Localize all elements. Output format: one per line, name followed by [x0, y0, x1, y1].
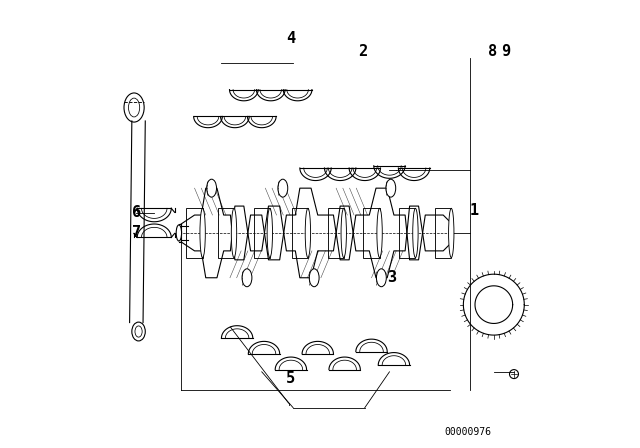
Text: 9: 9 — [501, 44, 511, 59]
Ellipse shape — [305, 208, 310, 258]
Ellipse shape — [309, 269, 319, 287]
Text: 2: 2 — [358, 44, 367, 59]
Ellipse shape — [386, 179, 396, 197]
Ellipse shape — [376, 269, 387, 287]
Ellipse shape — [267, 208, 273, 258]
Ellipse shape — [176, 225, 182, 241]
Ellipse shape — [200, 208, 205, 258]
Ellipse shape — [509, 370, 518, 379]
Text: 6: 6 — [132, 205, 141, 220]
Ellipse shape — [124, 93, 144, 122]
Ellipse shape — [278, 179, 288, 197]
Text: 00000976: 00000976 — [444, 427, 492, 437]
Ellipse shape — [231, 208, 237, 258]
Text: 3: 3 — [387, 270, 396, 285]
Text: 5: 5 — [286, 371, 296, 386]
Text: 4: 4 — [286, 30, 296, 46]
Ellipse shape — [449, 208, 454, 258]
Ellipse shape — [341, 208, 346, 258]
Text: 1: 1 — [470, 203, 479, 218]
Ellipse shape — [242, 269, 252, 287]
Ellipse shape — [129, 98, 140, 117]
Ellipse shape — [377, 208, 382, 258]
Ellipse shape — [135, 326, 142, 337]
Ellipse shape — [413, 208, 418, 258]
Text: 7: 7 — [132, 225, 141, 241]
Ellipse shape — [132, 322, 145, 341]
Text: 8: 8 — [488, 44, 497, 59]
Ellipse shape — [207, 179, 216, 197]
